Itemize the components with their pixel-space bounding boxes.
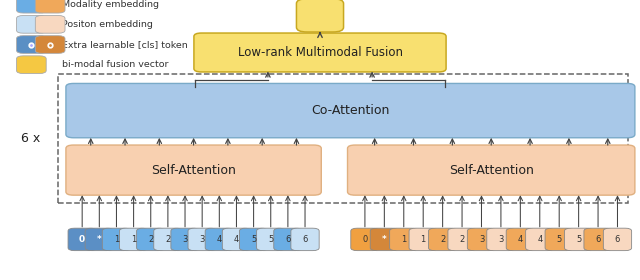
FancyBboxPatch shape (274, 228, 302, 251)
Text: 6: 6 (615, 235, 620, 244)
FancyBboxPatch shape (154, 228, 182, 251)
FancyBboxPatch shape (348, 145, 635, 195)
FancyBboxPatch shape (390, 228, 418, 251)
Bar (58, 74, 628, 203)
Text: 2: 2 (440, 235, 445, 244)
FancyBboxPatch shape (487, 228, 515, 251)
Text: 5: 5 (268, 235, 273, 244)
Text: 2: 2 (165, 235, 170, 244)
Text: 6: 6 (595, 235, 601, 244)
FancyBboxPatch shape (66, 145, 321, 195)
FancyBboxPatch shape (604, 228, 632, 251)
FancyBboxPatch shape (35, 0, 65, 13)
Text: 1: 1 (131, 235, 136, 244)
Text: 4: 4 (537, 235, 542, 244)
FancyBboxPatch shape (102, 228, 131, 251)
Text: 0: 0 (79, 235, 85, 244)
Text: 1: 1 (420, 235, 426, 244)
FancyBboxPatch shape (257, 228, 285, 251)
Text: 5: 5 (251, 235, 256, 244)
FancyBboxPatch shape (171, 228, 199, 251)
Text: 3: 3 (479, 235, 484, 244)
Text: bi-modal fusion vector: bi-modal fusion vector (62, 60, 168, 69)
Text: 5: 5 (557, 235, 562, 244)
Text: 1: 1 (401, 235, 406, 244)
FancyBboxPatch shape (120, 228, 148, 251)
Text: 6: 6 (302, 235, 308, 244)
Text: Co-Attention: Co-Attention (311, 104, 390, 117)
FancyBboxPatch shape (17, 0, 46, 13)
Text: 4: 4 (217, 235, 222, 244)
Text: Positon embedding: Positon embedding (62, 20, 153, 29)
FancyBboxPatch shape (17, 36, 46, 53)
Text: 6: 6 (285, 235, 291, 244)
FancyBboxPatch shape (351, 228, 379, 251)
Text: 3: 3 (498, 235, 504, 244)
Text: Low-rank Multimodal Fusion: Low-rank Multimodal Fusion (237, 46, 403, 59)
FancyBboxPatch shape (239, 228, 268, 251)
Text: *: * (382, 235, 387, 244)
FancyBboxPatch shape (291, 228, 319, 251)
FancyBboxPatch shape (545, 228, 573, 251)
FancyBboxPatch shape (467, 228, 495, 251)
FancyBboxPatch shape (409, 228, 437, 251)
Text: 4: 4 (518, 235, 523, 244)
Text: 3: 3 (182, 235, 188, 244)
FancyBboxPatch shape (188, 228, 216, 251)
Text: 4: 4 (234, 235, 239, 244)
Text: 2: 2 (460, 235, 465, 244)
FancyBboxPatch shape (17, 56, 46, 74)
FancyBboxPatch shape (584, 228, 612, 251)
Text: Modality embedding: Modality embedding (62, 0, 159, 9)
FancyBboxPatch shape (85, 228, 113, 251)
Text: Self-Attention: Self-Attention (151, 164, 236, 177)
FancyBboxPatch shape (296, 0, 344, 32)
Text: *: * (97, 235, 102, 244)
Text: 1: 1 (114, 235, 119, 244)
FancyBboxPatch shape (506, 228, 534, 251)
FancyBboxPatch shape (525, 228, 554, 251)
FancyBboxPatch shape (205, 228, 234, 251)
FancyBboxPatch shape (564, 228, 593, 251)
FancyBboxPatch shape (448, 228, 476, 251)
Text: Extra learnable [cls] token: Extra learnable [cls] token (62, 40, 188, 49)
FancyBboxPatch shape (66, 83, 635, 138)
Text: Self-Attention: Self-Attention (449, 164, 534, 177)
FancyBboxPatch shape (136, 228, 165, 251)
FancyBboxPatch shape (194, 33, 446, 72)
Text: 2: 2 (148, 235, 154, 244)
FancyBboxPatch shape (370, 228, 399, 251)
FancyBboxPatch shape (222, 228, 251, 251)
FancyBboxPatch shape (68, 228, 96, 251)
Text: 0: 0 (362, 235, 367, 244)
Text: 6 x: 6 x (21, 132, 40, 145)
FancyBboxPatch shape (17, 15, 46, 33)
FancyBboxPatch shape (35, 15, 65, 33)
Text: 5: 5 (576, 235, 581, 244)
FancyBboxPatch shape (429, 228, 457, 251)
Text: 3: 3 (200, 235, 205, 244)
FancyBboxPatch shape (35, 36, 65, 53)
